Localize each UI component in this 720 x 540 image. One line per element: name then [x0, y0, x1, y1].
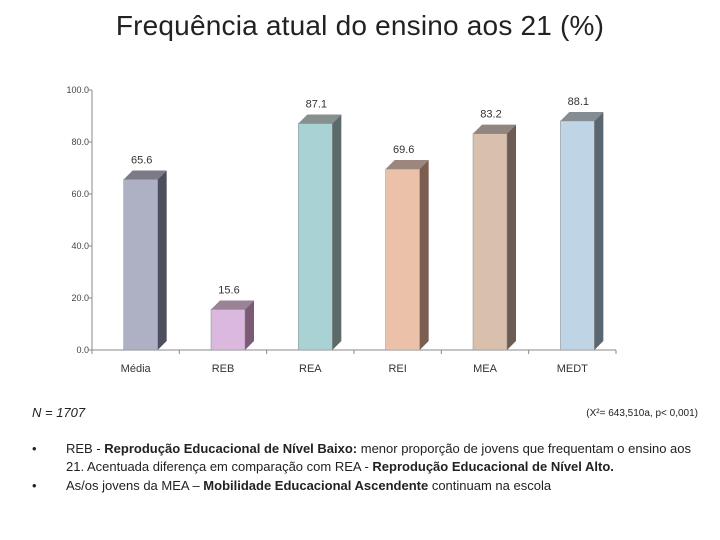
x-tick-label: REI	[388, 363, 406, 375]
bar-medt	[560, 111, 604, 351]
bullet-icon: •	[32, 478, 37, 493]
x-tick-label: Média	[121, 363, 152, 375]
data-label: 83.2	[480, 109, 501, 121]
bar-top	[385, 160, 429, 170]
bar-top	[211, 300, 254, 310]
bar-rei	[385, 160, 429, 351]
data-label: 69.6	[393, 144, 414, 156]
note-item: • As/os jovens da MEA – Mobilidade Educa…	[32, 477, 692, 495]
note-bold: Reprodução Educacional de Nível Baixo:	[104, 441, 358, 456]
note-lead: As/os jovens da MEA –	[66, 478, 204, 493]
y-tick-label: 0.0	[76, 345, 89, 355]
note-bold: Mobilidade Educacional Ascendente	[203, 478, 429, 493]
bar-side	[245, 300, 254, 350]
bar-front	[560, 120, 595, 351]
bar-top	[298, 114, 342, 124]
axes: 0.0 20.0 40.0 60.0 80.0 100.0	[66, 85, 617, 355]
bar-rea	[298, 114, 342, 351]
bar-front	[298, 123, 333, 351]
bar-front	[472, 133, 508, 351]
bar-top	[473, 124, 516, 134]
chi-square-stat: (X²= 643,510a, p< 0,001)	[586, 408, 698, 419]
x-tick-label: REA	[299, 363, 322, 375]
note-rest: continuam na escola	[428, 478, 552, 493]
x-tick-label: REB	[212, 363, 235, 375]
bar-side	[507, 124, 516, 351]
bars	[123, 111, 604, 351]
bar-side	[419, 160, 429, 350]
bar-front	[385, 168, 420, 351]
data-label: 65.6	[131, 154, 152, 166]
bar-side	[594, 111, 604, 350]
bar-side	[332, 114, 342, 350]
bar-mea	[472, 124, 516, 351]
x-tick-label: MEA	[473, 363, 498, 375]
notes-list: • REB - Reprodução Educacional de Nível …	[32, 440, 692, 495]
bar-front	[123, 179, 158, 351]
x-tick-label: MEDT	[557, 363, 588, 375]
bar-reb	[210, 300, 254, 351]
bar-front	[210, 309, 246, 351]
labels: 65.6 Média 15.6 REB 87.1 REA 69.6 REI 83.2 MEA 88.…	[121, 96, 589, 375]
bar-média	[123, 170, 167, 351]
y-tick-label: 100.0	[66, 85, 89, 95]
bar-top	[560, 111, 604, 121]
note-rest: menor proporção de jovens que frequentam…	[66, 441, 692, 474]
note-lead: REB -	[66, 441, 105, 456]
y-tick-label: 20.0	[71, 293, 89, 303]
bar-side	[157, 170, 167, 350]
data-label: 88.1	[568, 96, 589, 108]
chart-title: Frequência atual do ensino aos 21 (%)	[115, 10, 605, 41]
y-tick-label: 60.0	[71, 189, 89, 199]
note-bold-2: Reprodução Educacional de Nível Alto.	[372, 458, 614, 474]
bar-top	[123, 170, 167, 180]
data-label: 87.1	[306, 99, 327, 111]
bar-chart: 0.0 20.0 40.0 60.0 80.0 100.0 65.6 Média 15.6 RE…	[66, 85, 617, 375]
bullet-icon: •	[32, 441, 37, 456]
y-tick-label: 40.0	[71, 241, 89, 251]
note-item: • REB - Reprodução Educacional de Nível …	[32, 440, 692, 475]
sample-size: N = 1707	[32, 405, 86, 420]
y-tick-label: 80.0	[71, 137, 89, 147]
data-label: 15.6	[218, 284, 239, 296]
